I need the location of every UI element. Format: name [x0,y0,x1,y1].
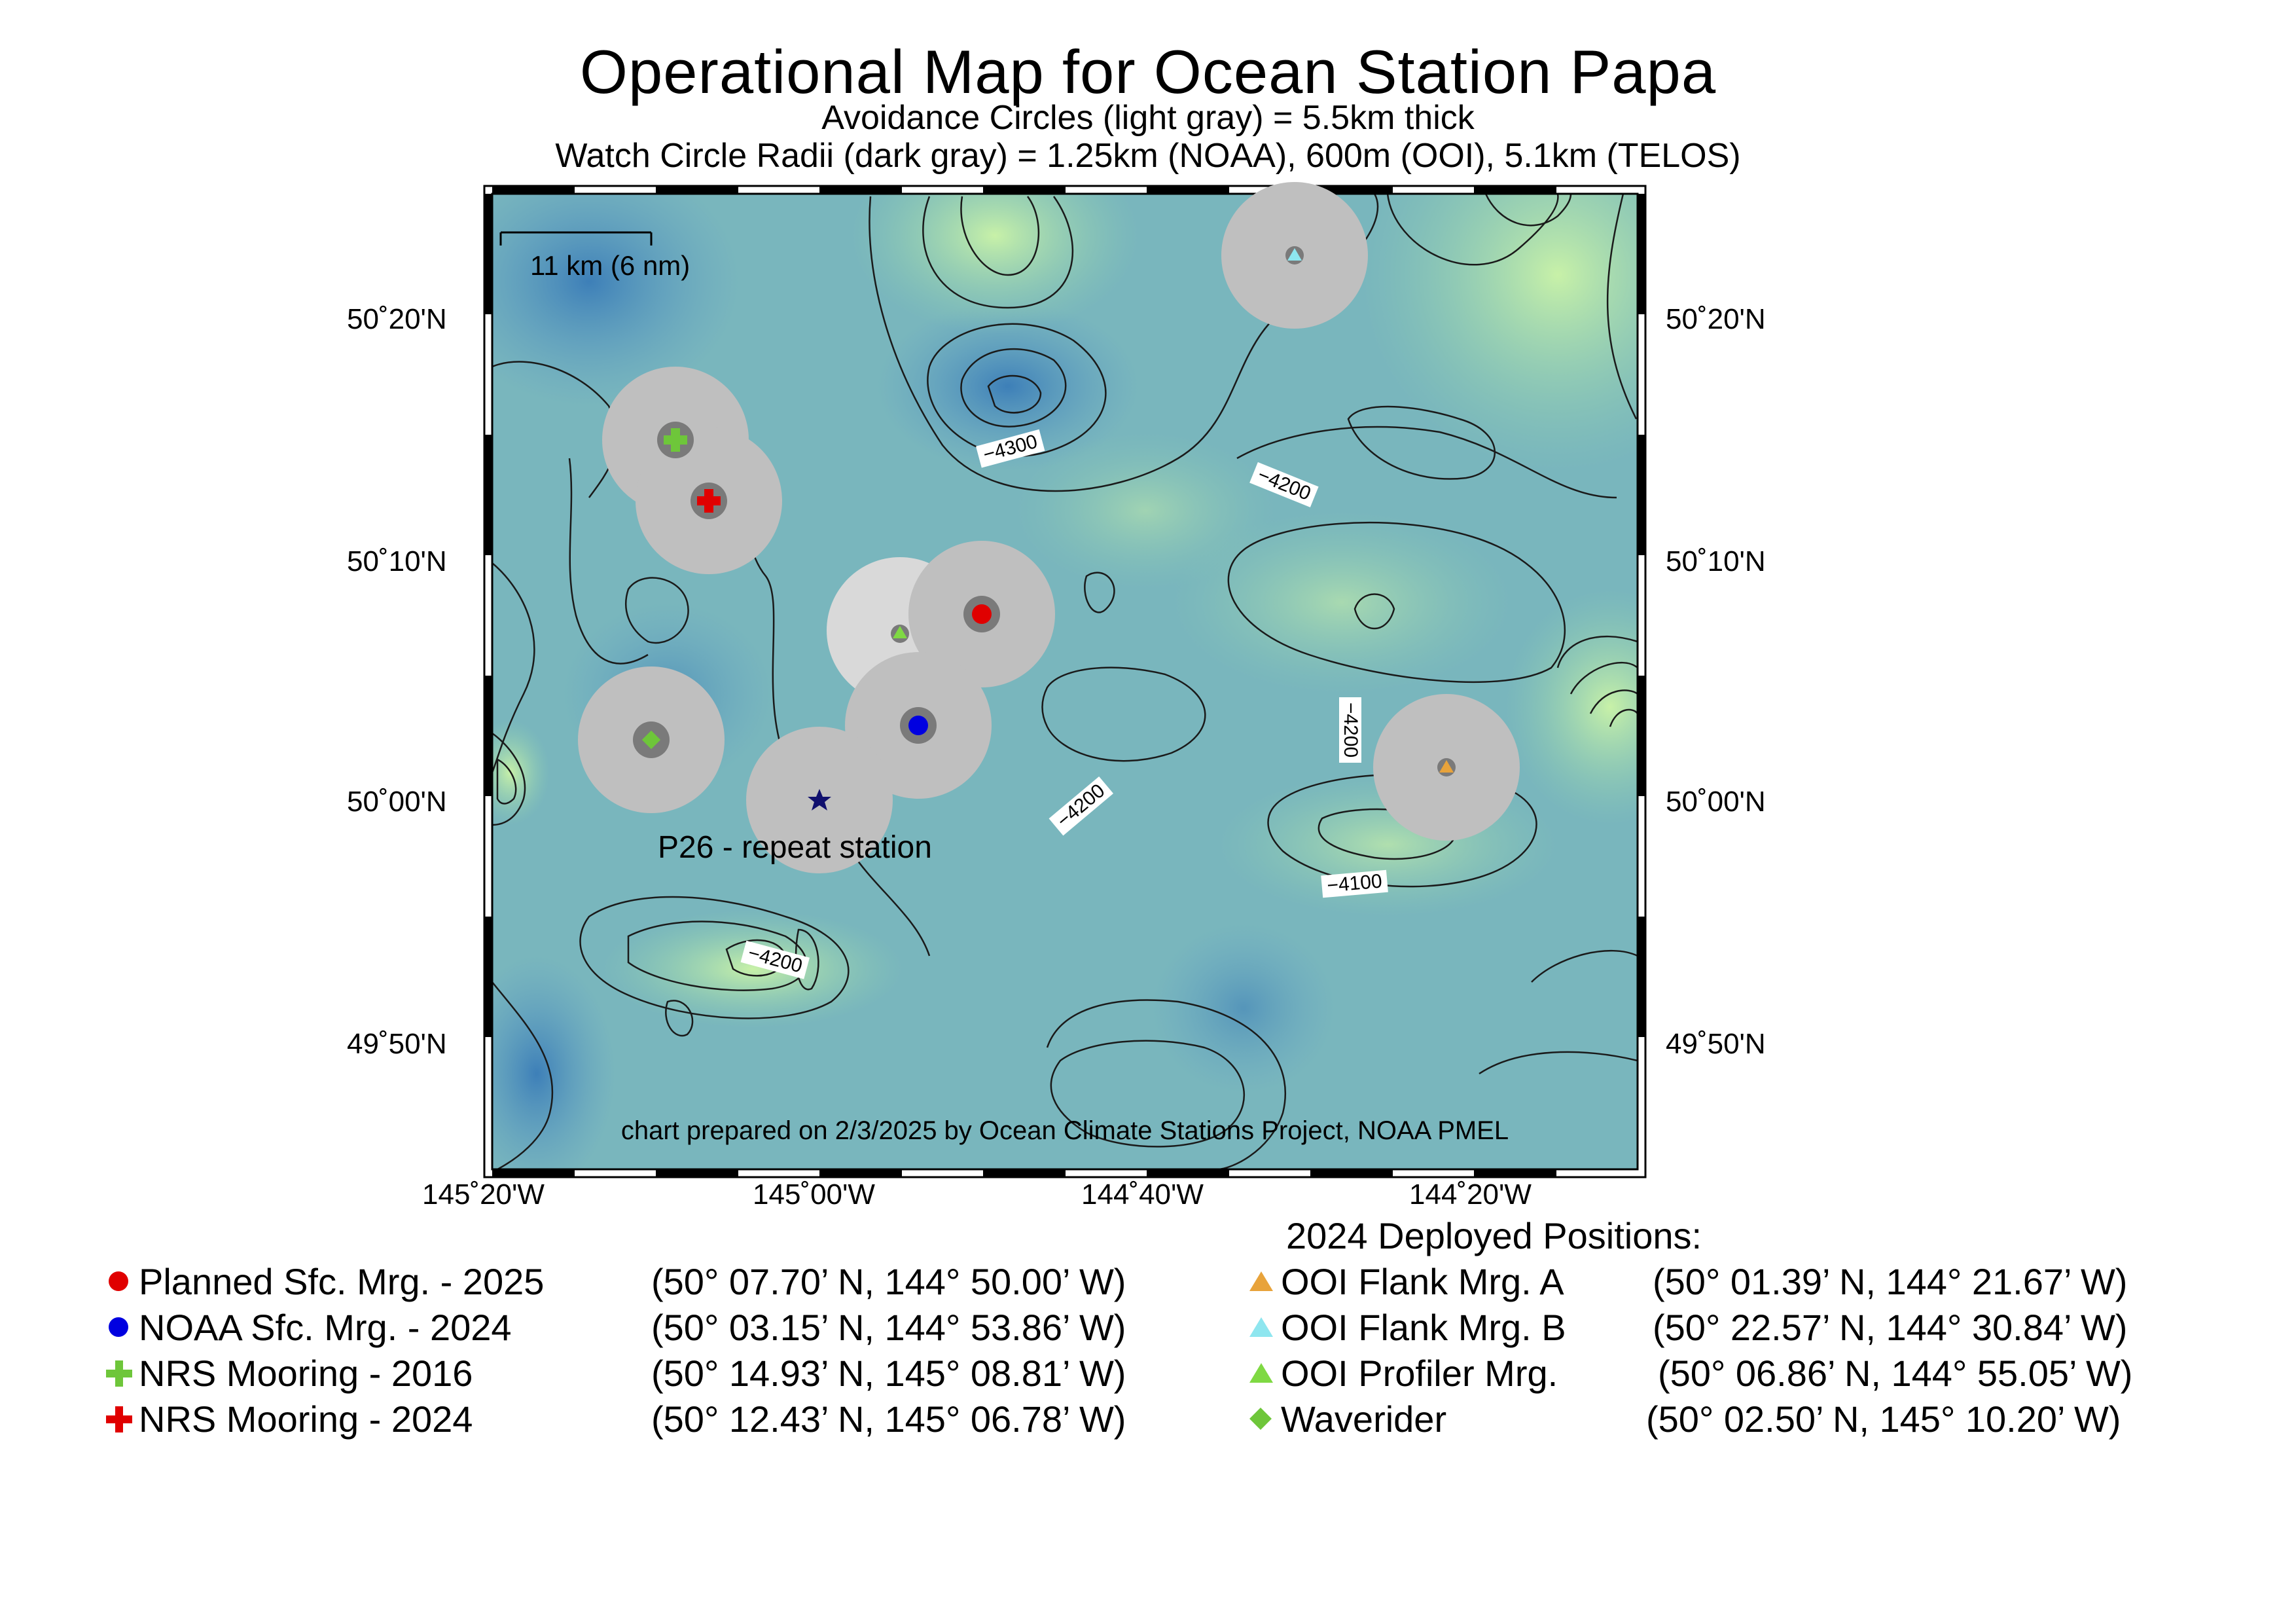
legend-coords: (50° 12.43’ N, 145° 06.78’ W) [651,1398,1126,1440]
scale-bar [499,231,653,246]
legend-item: OOI Flank Mrg. A [1247,1260,1564,1303]
lat-label-right: 50˚20'N [1666,303,1766,335]
map-frame [483,185,1647,1178]
bathymetry-layer [492,194,1638,1169]
lat-label-left: 50˚20'N [347,303,447,335]
legend-label: Waverider [1281,1398,1447,1440]
scale-bar-label: 11 km (6 nm) [530,250,690,281]
legend-coords: (50° 03.15’ N, 144° 53.86’ W) [651,1307,1126,1348]
legend-item: NRS Mooring - 2024 [105,1398,473,1440]
legend-item: NOAA Sfc. Mrg. - 2024 [105,1306,512,1349]
legend-item: NRS Mooring - 2016 [105,1352,473,1395]
noaa-2024-marker [908,716,928,735]
legend-label: OOI Flank Mrg. A [1281,1261,1564,1302]
chart-credit: chart prepared on 2/3/2025 by Ocean Clim… [621,1116,1509,1145]
legend-label: NRS Mooring - 2024 [139,1398,473,1440]
subtitle-watch-circle: Watch Circle Radii (dark gray) = 1.25km … [555,137,1741,175]
legend-label: OOI Flank Mrg. B [1281,1307,1566,1348]
markers [641,248,1454,811]
contour-label: −4100 [1326,870,1383,896]
nrs-2024-marker [697,489,721,513]
ooi-a-marker [1439,760,1454,773]
lon-label: 145˚00'W [753,1178,875,1211]
legend-label: NOAA Sfc. Mrg. - 2024 [139,1307,512,1348]
legend-item: OOI Flank Mrg. B [1247,1306,1566,1349]
green-cross-icon [105,1359,134,1388]
legend-item: OOI Profiler Mrg. [1247,1352,1558,1395]
blue-dot-icon [105,1313,134,1342]
lat-label-left: 50˚00'N [347,786,447,818]
legend-coords: (50° 14.93’ N, 145° 08.81’ W) [651,1353,1126,1394]
cyan-triangle-icon [1247,1313,1276,1342]
legend-coords: (50° 06.86’ N, 144° 55.05’ W) [1658,1353,2133,1394]
orange-triangle-icon [1247,1267,1276,1296]
subtitle-avoidance: Avoidance Circles (light gray) = 5.5km t… [821,99,1475,137]
legend-label: Planned Sfc. Mrg. - 2025 [139,1261,545,1302]
p26-station-label: P26 - repeat station [658,830,932,865]
green-triangle-icon [1247,1359,1276,1388]
legend-coords: (50° 22.57’ N, 144° 30.84’ W) [1653,1307,2128,1348]
lat-label-left: 50˚10'N [347,545,447,577]
planned-2025-marker [972,604,992,624]
legend-coords: (50° 01.39’ N, 144° 21.67’ W) [1653,1261,2128,1302]
ooi-profiler-marker [893,626,907,638]
legend-label: OOI Profiler Mrg. [1281,1353,1558,1394]
waverider-marker [641,730,661,750]
contour-lines [492,194,1638,1169]
legend-coords: (50° 07.70’ N, 144° 50.00’ W) [651,1261,1126,1302]
legend-coords: (50° 02.50’ N, 145° 10.20’ W) [1646,1398,2121,1440]
map-title: Operational Map for Ocean Station Papa [579,37,1717,106]
lat-label-right: 49˚50'N [1666,1028,1766,1060]
red-cross-icon [105,1405,134,1434]
p26-star-marker [808,789,831,811]
lat-label-right: 50˚00'N [1666,786,1766,818]
nrs-2016-marker [664,428,687,452]
lat-label-right: 50˚10'N [1666,545,1766,577]
legend-item: Waverider [1247,1398,1446,1440]
contour-label: −4200 [1340,702,1361,757]
legend-label: NRS Mooring - 2016 [139,1353,473,1394]
legend-item: Planned Sfc. Mrg. - 2025 [105,1260,544,1303]
lat-label-left: 49˚50'N [347,1028,447,1060]
ooi-b-marker [1287,248,1302,261]
legend-deployed-heading: 2024 Deployed Positions: [1286,1215,1702,1256]
red-dot-icon [105,1267,134,1296]
lon-label: 145˚20'W [422,1178,545,1211]
lon-label: 144˚40'W [1081,1178,1204,1211]
green-diamond-icon [1247,1405,1276,1434]
lon-label: 144˚20'W [1409,1178,1532,1211]
